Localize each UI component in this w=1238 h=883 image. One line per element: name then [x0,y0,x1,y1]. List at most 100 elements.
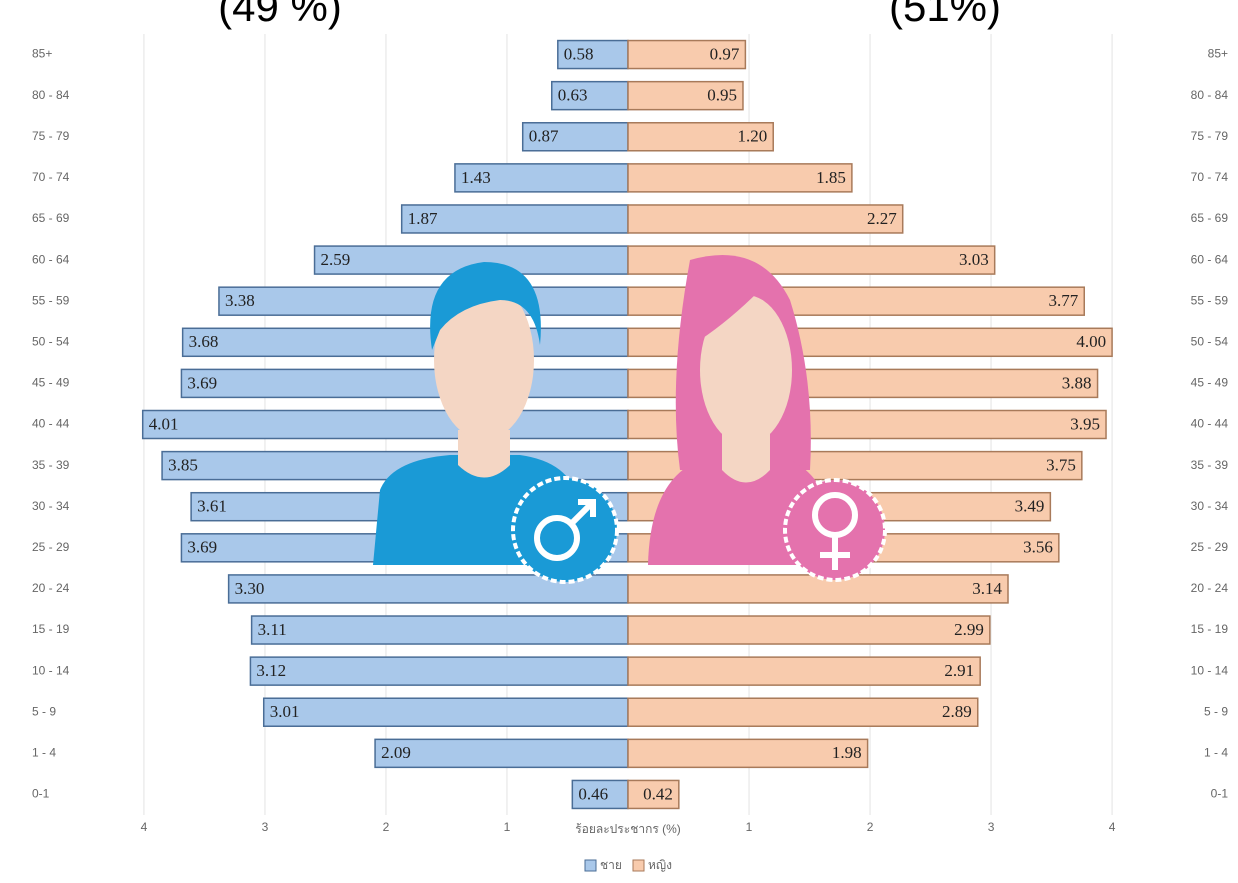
y-tick-label: 10 - 14 [32,663,70,677]
y-tick-label: 35 - 39 [32,458,70,472]
y-tick-label: 50 - 54 [32,334,70,348]
bar [627,163,853,193]
y-tick-label: 75 - 79 [1191,129,1229,143]
value-label: 1.20 [737,127,767,146]
bars: 0.58 0.63 0.87 1.43 1.87 2.59 3.38 3.68 3.69 4.01… [141,39,1113,810]
y-tick-label: 40 - 44 [1191,417,1229,431]
bar [250,615,629,645]
y-tick-label: 20 - 24 [1191,581,1229,595]
value-label: 4.00 [1076,332,1106,351]
bar [627,738,869,769]
value-label: 3.75 [1046,456,1076,475]
bar [627,779,680,810]
bar [627,656,981,686]
y-tick-label: 80 - 84 [32,88,70,102]
value-label: 1.43 [461,168,491,187]
bar [627,122,774,152]
value-label: 3.95 [1070,414,1100,433]
value-label: 3.01 [270,702,300,721]
bar [627,697,979,727]
bar [557,39,629,70]
y-tick-label: 0-1 [1211,787,1229,801]
legend-label: หญิง [648,858,672,872]
bar [627,615,991,645]
value-label: 2.89 [942,702,972,721]
y-tick-label: 0-1 [32,787,50,801]
value-label: 3.61 [197,497,227,516]
y-tick-label: 35 - 39 [1191,458,1229,472]
x-tick-label: 3 [988,820,995,834]
value-label: 0.58 [564,44,594,63]
x-axis-label: ร้อยละประชากร (%) [575,822,681,836]
male-icon [373,262,619,584]
value-label: 0.63 [558,86,588,105]
value-label: 2.91 [944,661,974,680]
value-label: 2.09 [381,743,411,762]
bar [627,39,747,70]
y-tick-label: 15 - 19 [1191,622,1229,636]
value-label: 3.49 [1015,497,1045,516]
value-label: 1.87 [408,209,438,228]
y-tick-label: 55 - 59 [1191,293,1229,307]
y-tick-label: 70 - 74 [32,170,70,184]
value-label: 3.77 [1048,291,1078,310]
bar [627,80,744,111]
y-tick-label: 10 - 14 [1191,663,1229,677]
y-tick-label: 45 - 49 [1191,376,1229,390]
value-label: 2.27 [867,209,897,228]
value-label: 3.68 [189,332,219,351]
value-label: 2.59 [321,250,351,269]
value-label: 1.85 [816,168,846,187]
legend-label: ชาย [600,858,622,872]
value-label: 0.46 [578,784,608,803]
bar [218,286,629,316]
y-tick-label: 85+ [1208,47,1228,61]
y-tick-label: 40 - 44 [32,417,70,431]
x-tick-label: 3 [262,820,269,834]
bar [551,80,629,111]
value-label: 3.14 [972,579,1002,598]
y-tick-label: 85+ [32,47,52,61]
y-tick-label: 55 - 59 [32,293,70,307]
female-icon [648,255,887,582]
bar [627,204,904,234]
bar [571,779,629,810]
value-label: 3.12 [256,661,286,680]
annotation: (49 %) [218,0,342,30]
y-tick-label: 65 - 69 [1191,211,1229,225]
y-tick-label: 5 - 9 [32,704,56,718]
y-tick-label: 60 - 64 [32,252,70,266]
legend-swatch [584,859,597,872]
y-tick-label: 5 - 9 [1204,704,1228,718]
y-tick-label: 25 - 29 [32,540,70,554]
bar [374,738,629,769]
value-label: 3.56 [1023,538,1053,557]
y-tick-label: 65 - 69 [32,211,70,225]
y-tick-label: 30 - 34 [1191,499,1229,513]
y-tick-label: 1 - 4 [32,746,56,760]
x-tick-label: 2 [867,820,874,834]
y-tick-label: 1 - 4 [1204,746,1228,760]
y-tick-label: 45 - 49 [32,376,70,390]
bar [262,697,629,727]
x-tick-label: 1 [504,820,511,834]
y-tick-label: 70 - 74 [1191,170,1229,184]
value-label: 1.98 [832,743,862,762]
value-label: 3.69 [187,373,217,392]
x-tick-label: 2 [383,820,390,834]
x-tick-label: 4 [141,820,148,834]
y-tick-label: 60 - 64 [1191,252,1229,266]
value-label: 4.01 [149,414,179,433]
bar [180,368,629,399]
annotation: (51%) [889,0,1001,30]
y-tick-label: 30 - 34 [32,499,70,513]
bar [249,656,629,686]
value-label: 0.97 [710,44,740,63]
value-label: 3.69 [187,538,217,557]
value-label: 0.42 [643,784,673,803]
value-label: 2.99 [954,620,984,639]
bar [627,574,1009,604]
value-label: 3.85 [168,456,198,475]
value-label: 3.03 [959,250,989,269]
